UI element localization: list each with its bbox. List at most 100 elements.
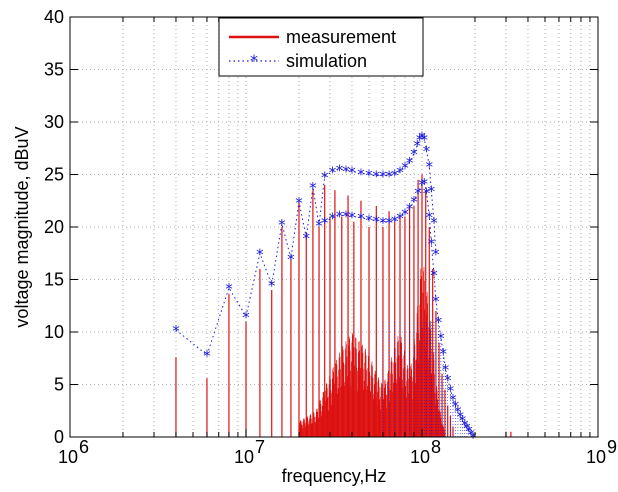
simulation-marker: * — [315, 217, 323, 235]
simulation-marker: * — [348, 209, 356, 227]
y-tick-label: 30 — [44, 112, 64, 132]
simulation-marker: * — [430, 266, 438, 284]
y-tick-label: 20 — [44, 217, 64, 237]
simulation-marker: * — [406, 200, 414, 218]
simulation-marker: * — [303, 230, 311, 248]
x-tick-label-exponent: 6 — [79, 437, 89, 457]
simulation-marker: * — [357, 165, 365, 183]
simulation-marker: * — [357, 210, 365, 228]
y-tick-label: 5 — [54, 375, 64, 395]
y-tick-label: 35 — [44, 60, 64, 80]
simulation-marker: * — [439, 345, 447, 363]
simulation-marker: * — [365, 167, 373, 185]
simulation-marker: * — [379, 168, 387, 186]
simulation-marker: * — [278, 216, 286, 234]
simulation-marker: * — [423, 142, 431, 160]
y-tick-label: 40 — [44, 7, 64, 27]
simulation-marker: * — [321, 214, 329, 232]
simulation-marker: * — [342, 162, 350, 180]
simulation-marker: * — [418, 129, 426, 147]
simulation-marker: * — [396, 163, 404, 181]
simulation-marker: * — [432, 245, 440, 263]
y-tick-label: 15 — [44, 270, 64, 290]
simulation-marker: * — [401, 159, 409, 177]
simulation-marker: * — [410, 146, 418, 164]
simulation-marker: * — [172, 322, 180, 340]
simulation-marker: * — [410, 193, 418, 211]
simulation-marker: * — [444, 371, 452, 389]
simulation-marker: * — [379, 214, 387, 232]
x-axis-label: frequency,Hz — [282, 466, 387, 486]
simulation-marker: * — [401, 205, 409, 223]
y-tick-label: 10 — [44, 322, 64, 342]
simulation-marker: * — [442, 361, 450, 379]
simulation-marker: * — [428, 182, 436, 200]
simulation-marker: * — [467, 426, 475, 444]
x-tick-label: 10 — [58, 447, 78, 467]
simulation-marker: * — [447, 382, 455, 400]
simulation-marker: * — [268, 277, 276, 295]
simulation-marker: * — [454, 403, 462, 421]
legend-simulation-marker: * — [250, 51, 258, 70]
simulation-marker: * — [414, 184, 422, 202]
simulation-marker: * — [391, 213, 399, 231]
simulation-marker: * — [329, 163, 337, 181]
simulation-marker: * — [463, 420, 471, 438]
simulation-marker: * — [426, 209, 434, 227]
simulation-marker: * — [414, 137, 422, 155]
y-tick-label: 0 — [54, 427, 64, 447]
simulation-marker: * — [396, 210, 404, 228]
simulation-marker: * — [465, 423, 473, 441]
simulation-upper-line — [175, 136, 437, 356]
simulation-marker: * — [423, 184, 431, 202]
simulation-marker: * — [321, 169, 329, 187]
simulation-marker: * — [342, 207, 350, 225]
simulation-marker: * — [242, 308, 250, 326]
simulation-lower-line — [324, 182, 474, 438]
grid-layer — [70, 17, 598, 437]
simulation-marker: * — [421, 175, 429, 193]
simulation-marker: * — [287, 251, 295, 269]
legend-measurement-label: measurement — [286, 27, 396, 47]
simulation-marker: * — [437, 329, 445, 347]
simulation-marker: * — [469, 429, 477, 447]
simulation-marker: * — [348, 163, 356, 181]
simulation-marker: * — [203, 347, 211, 365]
legend: measurement * simulation — [218, 17, 424, 77]
legend-simulation-label: simulation — [286, 51, 367, 71]
simulation-marker: * — [416, 131, 424, 149]
x-tick-label-exponent: 8 — [431, 437, 441, 457]
simulation-marker: * — [295, 194, 303, 212]
simulation-marker: * — [421, 131, 429, 149]
simulation-marker: * — [256, 245, 264, 263]
simulation-marker: * — [309, 179, 317, 197]
simulation-marker: * — [391, 167, 399, 185]
x-tick-label: 10 — [586, 447, 606, 467]
legend-box — [218, 17, 424, 77]
simulation-marker: * — [225, 280, 233, 298]
simulation-marker: * — [385, 168, 393, 186]
simulation-marker: * — [336, 161, 344, 179]
simulation-marker: * — [406, 154, 414, 172]
simulation-marker: * — [430, 214, 438, 232]
simulation-marker: * — [426, 158, 434, 176]
simulation-marker: * — [336, 207, 344, 225]
simulation-marker: * — [428, 235, 436, 253]
y-tick-label: 25 — [44, 165, 64, 185]
simulation-marker: * — [329, 210, 337, 228]
x-tick-label-exponent: 9 — [607, 437, 617, 457]
simulation-marker: * — [457, 408, 465, 426]
simulation-marker: * — [432, 293, 440, 311]
simulation-marker: * — [461, 416, 469, 434]
x-tick-label: 10 — [234, 447, 254, 467]
simulation-marker: * — [385, 214, 393, 232]
x-tick-label: 10 — [410, 447, 430, 467]
simulation-marker: * — [373, 213, 381, 231]
y-axis-label: voltage magnitude, dBuV — [12, 126, 32, 327]
x-tick-label-exponent: 7 — [255, 437, 265, 457]
simulation-marker: * — [365, 212, 373, 230]
